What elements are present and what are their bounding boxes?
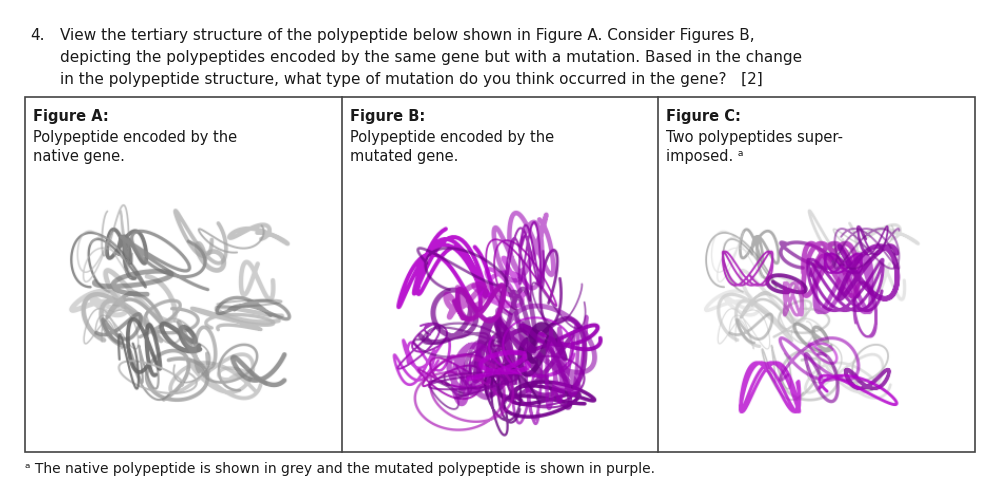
Text: Polypeptide encoded by the: Polypeptide encoded by the (33, 130, 237, 145)
Text: Two polypeptides super-: Two polypeptides super- (666, 130, 843, 145)
Text: depicting the polypeptides encoded by the same gene but with a mutation. Based i: depicting the polypeptides encoded by th… (60, 50, 803, 65)
Text: native gene.: native gene. (33, 149, 125, 164)
Text: imposed. ᵃ: imposed. ᵃ (666, 149, 744, 164)
Bar (25, 97, 975, 452)
Text: Polypeptide encoded by the: Polypeptide encoded by the (350, 130, 553, 145)
Text: ᵃ The native polypeptide is shown in grey and the mutated polypeptide is shown i: ᵃ The native polypeptide is shown in gre… (25, 462, 655, 476)
Text: View the tertiary structure of the polypeptide below shown in Figure A. Consider: View the tertiary structure of the polyp… (60, 28, 755, 43)
Text: Figure A:: Figure A: (33, 109, 109, 124)
Text: Figure B:: Figure B: (350, 109, 425, 124)
Text: in the polypeptide structure, what type of mutation do you think occurred in the: in the polypeptide structure, what type … (60, 72, 763, 87)
Text: mutated gene.: mutated gene. (350, 149, 458, 164)
Text: Figure C:: Figure C: (666, 109, 741, 124)
Text: 4.: 4. (30, 28, 45, 43)
